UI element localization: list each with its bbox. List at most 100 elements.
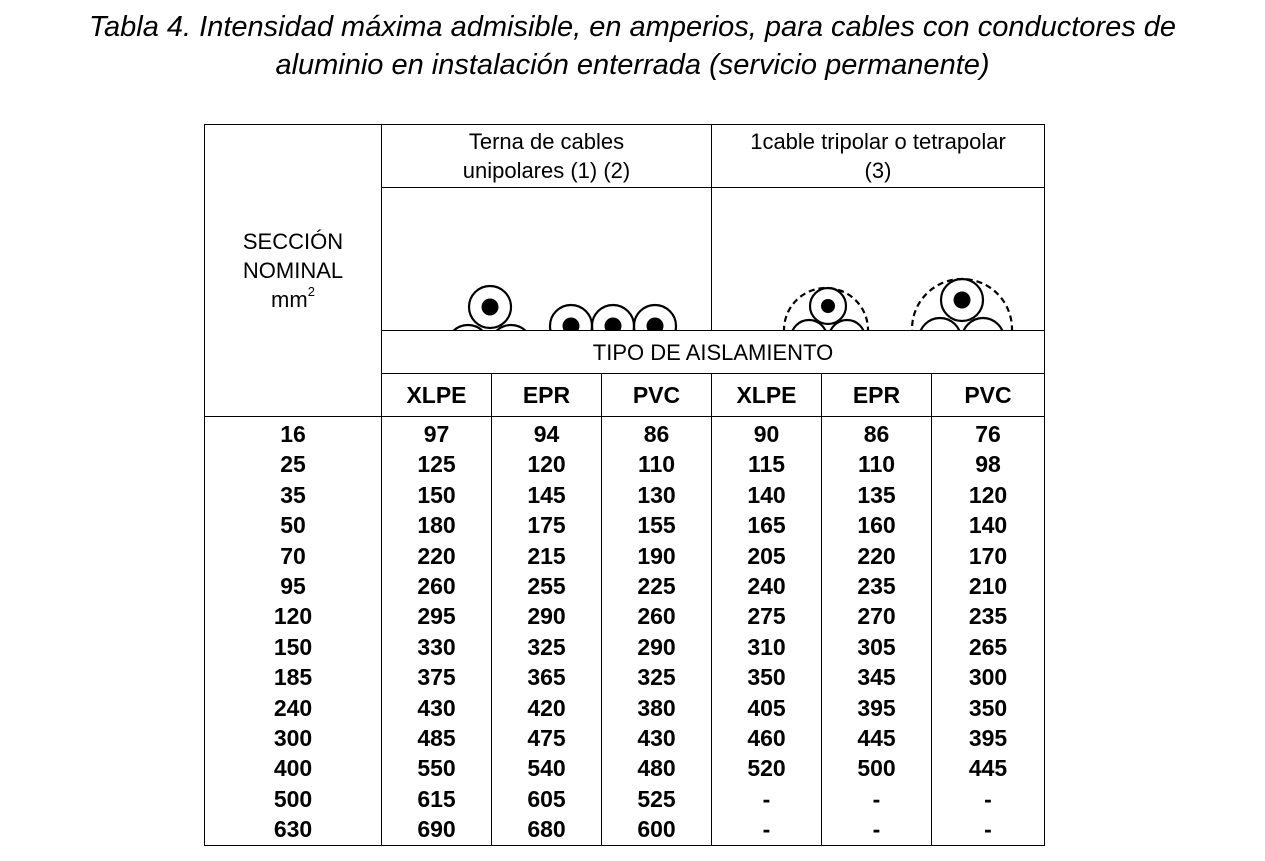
insulation-header-pvc: PVC [601,373,712,417]
table-row: 400 550 540 480 520 500 445 [204,753,1045,784]
cell-seccion: 185 [204,662,382,693]
cell-epr-multipolar: 445 [821,723,932,754]
cell-xlpe-unipolar: 430 [381,692,492,724]
table-row: 50 180 175 155 165 160 140 [204,510,1045,541]
cell-xlpe-unipolar: 550 [381,753,492,784]
cell-xlpe-unipolar: 375 [381,662,492,693]
table-row: 630 690 680 600- - - [204,814,1045,846]
cell-xlpe-multipolar: 205 [711,540,822,572]
table-row: 25 125 120 110 115 110 98 [204,449,1045,480]
cell-pvc-unipolar: 325 [601,662,712,693]
seccion-nominal-header: SECCIÓN NOMINAL mm2 [204,124,382,417]
cell-epr-multipolar: 395 [821,692,932,724]
table-row: 95 260 255 225 240 235 210 [204,571,1045,602]
cell-epr-unipolar: 290 [491,601,602,632]
cell-pvc-multipolar: 98 [931,449,1045,480]
trefoil-cables-icon [452,284,527,330]
cell-pvc-unipolar: 380 [601,692,712,724]
cell-seccion: 95 [204,571,382,602]
cell-epr-multipolar: 500 [821,753,932,784]
cell-pvc-unipolar: 190 [601,540,712,572]
cell-seccion: 300 [204,723,382,754]
cell-pvc-multipolar: 120 [931,479,1045,511]
cell-pvc-unipolar: 290 [601,631,712,663]
cell-pvc-unipolar: 600 [601,814,712,846]
cell-epr-multipolar: 270 [821,601,932,632]
cell-xlpe-unipolar: 125 [381,449,492,480]
cell-epr-multipolar: - [821,814,932,846]
cell-epr-unipolar: 215 [491,540,602,572]
multipolar-diagrams-svg [782,277,1014,330]
table-title-line-2: aluminio en instalación enterrada (servi… [275,49,990,81]
cell-pvc-multipolar: 170 [931,540,1045,572]
ampacity-table: SECCIÓN NOMINAL mm2 Terna de cables unip… [204,124,1045,846]
unit-label: mm2 [205,285,381,314]
cell-seccion: 16 [204,416,382,450]
table-row: 300 485 475 430 460 445 395 [204,723,1045,754]
cell-xlpe-multipolar: - [711,814,822,846]
cell-pvc-multipolar: 76 [931,416,1045,450]
insulation-header-xlpe: XLPE [711,373,822,417]
cell-epr-multipolar: 305 [821,631,932,663]
cell-xlpe-multipolar: 350 [711,662,822,693]
cell-epr-unipolar: 145 [491,479,602,511]
cell-xlpe-multipolar: 165 [711,510,822,541]
cell-epr-unipolar: 94 [491,416,602,450]
cell-pvc-multipolar: 445 [931,753,1045,784]
cell-pvc-multipolar: - [931,783,1045,815]
cell-epr-unipolar: 540 [491,753,602,784]
cell-pvc-unipolar: 155 [601,510,712,541]
table-row: 240 430 420 380 405 395 350 [204,692,1045,724]
tripolar-cable-icon [782,286,870,330]
insulation-header-pvc: PVC [931,373,1045,417]
cell-pvc-unipolar: 86 [601,416,712,450]
insulation-header-xlpe: XLPE [381,373,492,417]
table-row: 150 330 325 290 310 305 265 [204,631,1045,663]
unipolar-diagrams-svg [452,284,678,330]
cell-epr-multipolar: 160 [821,510,932,541]
cell-pvc-unipolar: 430 [601,723,712,754]
tipo-aislamiento-header: TIPO DE AISLAMIENTO [381,330,1045,374]
cell-xlpe-multipolar: - [711,783,822,815]
group-multipolar-line-2: (3) [864,158,892,183]
cell-xlpe-multipolar: 520 [711,753,822,784]
table-title-line-1: Tabla 4. Intensidad máxima admisible, en… [88,11,1177,43]
insulation-header-epr: EPR [491,373,602,417]
cell-epr-multipolar: 135 [821,479,932,511]
cell-xlpe-unipolar: 615 [381,783,492,815]
cell-xlpe-unipolar: 330 [381,631,492,663]
table-title: Tabla 4. Intensidad máxima admisible, en… [0,8,1265,84]
cell-xlpe-multipolar: 310 [711,631,822,663]
multipolar-diagrams [711,187,1045,331]
cell-epr-multipolar: 86 [821,416,932,450]
cell-seccion: 70 [204,540,382,572]
table-row: 185 375 365 325 350 345 300 [204,662,1045,693]
cell-epr-unipolar: 420 [491,692,602,724]
cell-seccion: 25 [204,449,382,480]
tetrapolar-cable-icon [910,277,1014,330]
cell-epr-multipolar: 235 [821,571,932,602]
cell-epr-unipolar: 120 [491,449,602,480]
group-unipolar-line-1: Terna de cables [468,129,625,154]
cell-xlpe-unipolar: 260 [381,571,492,602]
cell-epr-multipolar: 345 [821,662,932,693]
cell-pvc-multipolar: 395 [931,723,1045,754]
cell-epr-unipolar: 605 [491,783,602,815]
cell-pvc-multipolar: 350 [931,692,1045,724]
cell-pvc-multipolar: 235 [931,601,1045,632]
nominal-label: NOMINAL [242,258,344,283]
cell-pvc-unipolar: 225 [601,571,712,602]
group-multipolar-line-1: 1cable tripolar o tetrapolar [750,129,1006,154]
cell-epr-unipolar: 325 [491,631,602,663]
cell-seccion: 120 [204,601,382,632]
cell-xlpe-unipolar: 220 [381,540,492,572]
table-row: 35 150 145 130 140 135 120 [204,479,1045,511]
cell-xlpe-multipolar: 140 [711,479,822,511]
cell-epr-unipolar: 255 [491,571,602,602]
cell-epr-unipolar: 680 [491,814,602,846]
cell-seccion: 630 [204,814,382,846]
cell-xlpe-multipolar: 90 [711,416,822,450]
group-unipolar-line-2: unipolares (1) (2) [462,158,631,183]
seccion-label: SECCIÓN [242,229,344,254]
cell-seccion: 240 [204,692,382,724]
